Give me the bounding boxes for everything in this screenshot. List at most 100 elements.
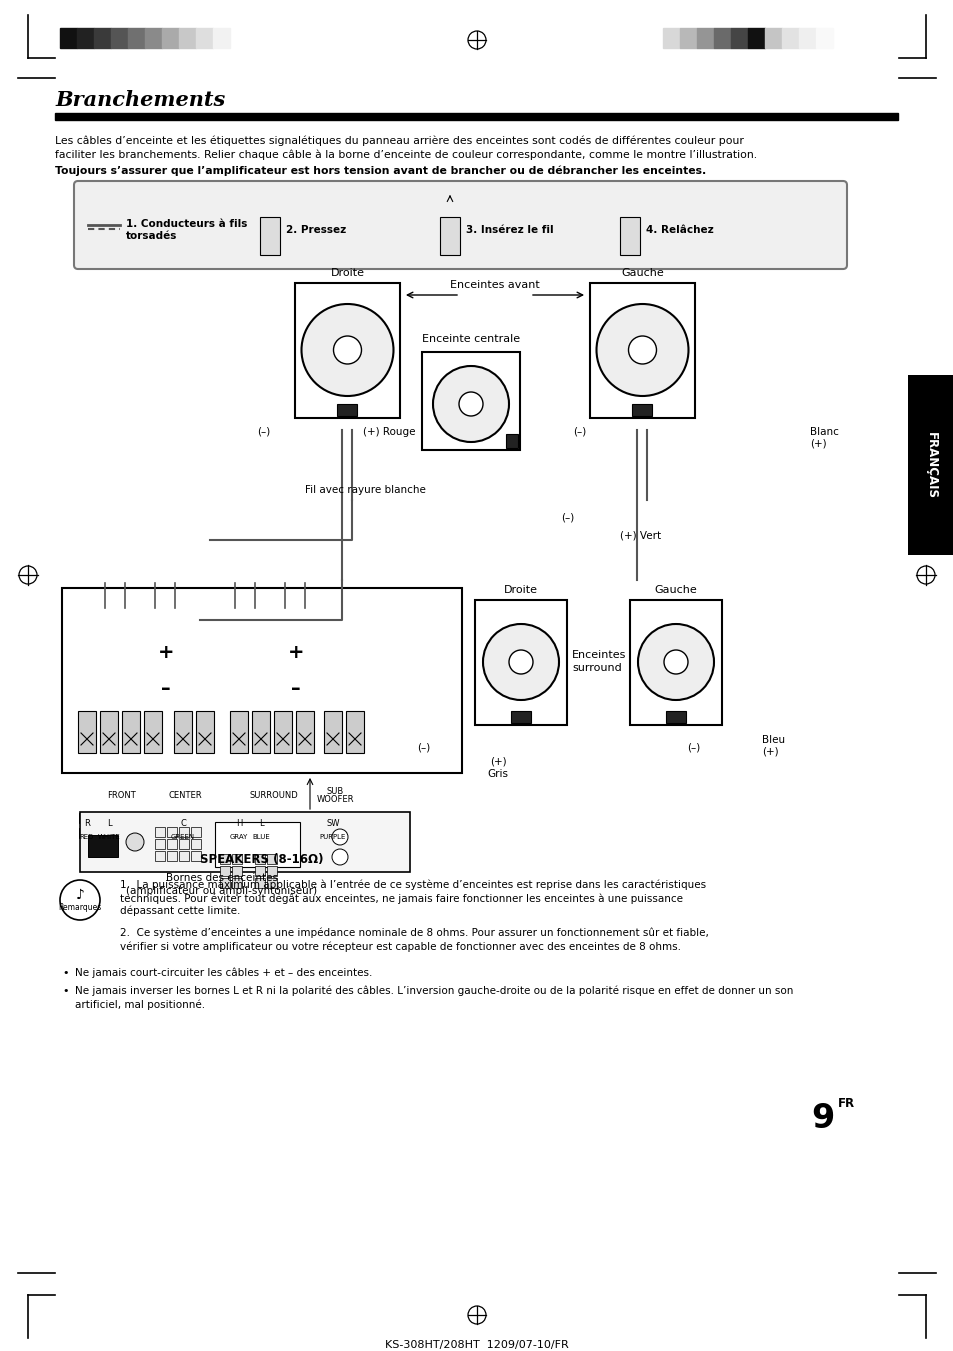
Text: Ne jamais court-circuiter les câbles + et – des enceintes.: Ne jamais court-circuiter les câbles + e…: [75, 969, 372, 978]
Bar: [346, 711, 364, 753]
Text: surround: surround: [572, 663, 621, 673]
Bar: [195, 28, 213, 49]
Text: torsadés: torsadés: [126, 231, 177, 240]
Text: FRANÇAIS: FRANÇAIS: [923, 431, 937, 499]
Text: Enceintes avant: Enceintes avant: [450, 280, 539, 290]
Text: SPEAKERS (8-16Ω): SPEAKERS (8-16Ω): [200, 852, 323, 866]
Text: ♪: ♪: [75, 888, 85, 902]
Bar: [154, 827, 165, 838]
Text: 1. Conducteurs à fils: 1. Conducteurs à fils: [126, 219, 247, 230]
Text: Gris: Gris: [487, 769, 508, 780]
Circle shape: [482, 624, 558, 700]
Text: 9: 9: [811, 1102, 834, 1135]
Bar: [230, 711, 248, 753]
Bar: [100, 711, 118, 753]
Bar: [79, 813, 96, 823]
Bar: [629, 600, 721, 725]
Bar: [267, 878, 276, 888]
Text: 2. Pressez: 2. Pressez: [286, 226, 346, 235]
Text: Bornes des enceintes: Bornes des enceintes: [166, 873, 277, 884]
Bar: [274, 711, 292, 753]
Bar: [220, 866, 230, 875]
Text: Droite: Droite: [503, 585, 537, 594]
Text: SW: SW: [326, 819, 339, 828]
Bar: [799, 28, 815, 49]
Bar: [167, 851, 177, 861]
Text: Droite: Droite: [330, 267, 364, 278]
Bar: [79, 828, 96, 838]
Bar: [220, 854, 230, 865]
Bar: [55, 113, 897, 120]
Text: L: L: [107, 819, 112, 828]
Text: SURROUND: SURROUND: [250, 790, 298, 800]
Bar: [253, 813, 270, 823]
Text: (+): (+): [809, 439, 825, 449]
Bar: [337, 404, 357, 416]
Bar: [267, 866, 276, 875]
Bar: [179, 28, 195, 49]
Text: techniques. Pour éviter tout dégât aux enceintes, ne jamais faire fonctionner le: techniques. Pour éviter tout dégât aux e…: [120, 893, 682, 904]
Bar: [128, 28, 145, 49]
Text: 4. Relâchez: 4. Relâchez: [645, 226, 713, 235]
Circle shape: [334, 336, 361, 363]
Text: Gauche: Gauche: [620, 267, 663, 278]
Bar: [254, 878, 265, 888]
Bar: [325, 828, 341, 838]
Circle shape: [332, 848, 348, 865]
Text: Les câbles d’enceinte et les étiquettes signalétiques du panneau arrière des enc: Les câbles d’enceinte et les étiquettes …: [55, 136, 743, 146]
Bar: [214, 821, 299, 867]
Text: (+) Vert: (+) Vert: [619, 530, 660, 540]
Text: Gauche: Gauche: [654, 585, 697, 594]
Text: (–): (–): [256, 427, 270, 436]
Bar: [907, 376, 953, 555]
Text: Ne jamais inverser les bornes L et R ni la polarité des câbles. L’inversion gauc: Ne jamais inverser les bornes L et R ni …: [75, 986, 793, 997]
Bar: [632, 404, 652, 416]
Text: KS-308HT/208HT  1209/07-10/FR: KS-308HT/208HT 1209/07-10/FR: [385, 1340, 568, 1350]
Bar: [220, 878, 230, 888]
Text: FRONT: FRONT: [108, 790, 136, 800]
Text: PURPLE: PURPLE: [319, 834, 346, 840]
Text: Enceinte centrale: Enceinte centrale: [421, 334, 519, 345]
Bar: [154, 851, 165, 861]
Bar: [174, 813, 192, 823]
Circle shape: [663, 650, 687, 674]
Text: 1.  La puissance maximum applicable à l’entrée de ce système d’enceintes est rep: 1. La puissance maximum applicable à l’e…: [120, 880, 705, 890]
Text: artificiel, mal positionné.: artificiel, mal positionné.: [75, 998, 205, 1009]
Bar: [294, 282, 399, 417]
Bar: [232, 854, 242, 865]
Bar: [78, 711, 96, 753]
Bar: [88, 835, 118, 857]
Text: WOOFER: WOOFER: [315, 794, 354, 804]
Text: vérifier si votre amplificateur ou votre récepteur est capable de fonctionner av: vérifier si votre amplificateur ou votre…: [120, 942, 680, 951]
Bar: [697, 28, 713, 49]
Bar: [295, 711, 314, 753]
Text: +: +: [288, 643, 304, 662]
Bar: [267, 854, 276, 865]
Text: 2.  Ce système d’enceintes a une impédance nominale de 8 ohms. Pour assurer un f: 2. Ce système d’enceintes a une impédanc…: [120, 928, 708, 939]
Bar: [232, 866, 242, 875]
Text: •: •: [62, 986, 69, 996]
Text: RED: RED: [80, 834, 94, 840]
Bar: [144, 711, 162, 753]
Bar: [619, 218, 639, 255]
Text: 3. Insérez le fil: 3. Insérez le fil: [465, 226, 553, 235]
Bar: [781, 28, 799, 49]
Bar: [179, 827, 189, 838]
Circle shape: [458, 392, 482, 416]
Bar: [173, 711, 192, 753]
Bar: [167, 839, 177, 848]
Text: WHITE: WHITE: [97, 834, 120, 840]
Bar: [475, 600, 566, 725]
Bar: [154, 839, 165, 848]
Bar: [764, 28, 781, 49]
Bar: [325, 813, 341, 823]
Bar: [253, 828, 270, 838]
Bar: [815, 28, 832, 49]
Bar: [231, 828, 248, 838]
Text: (–): (–): [686, 743, 700, 753]
Bar: [589, 282, 695, 417]
Bar: [191, 839, 201, 848]
Bar: [231, 813, 248, 823]
Bar: [179, 851, 189, 861]
Text: C: C: [180, 819, 186, 828]
